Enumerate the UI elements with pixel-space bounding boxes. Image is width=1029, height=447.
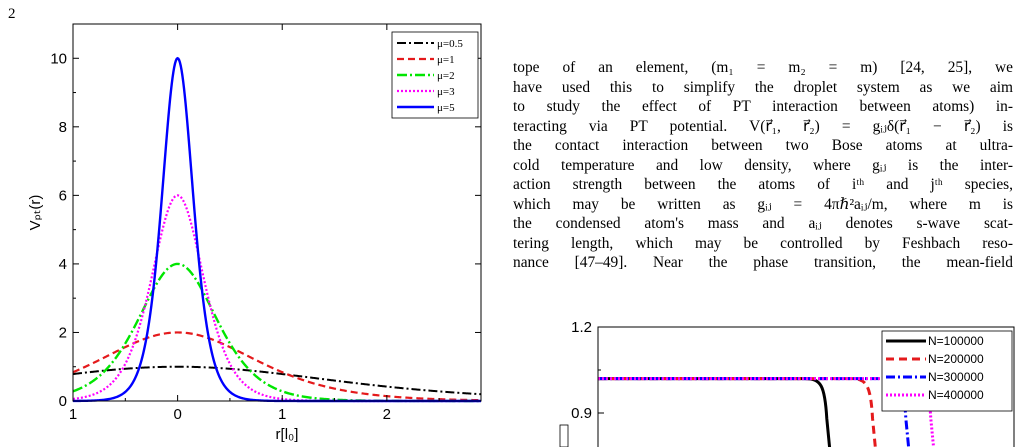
- legend-box: [881, 330, 1013, 412]
- text-line: tering length, which may be controlled b…: [513, 234, 1013, 252]
- legend-label: μ=0.5: [437, 38, 463, 50]
- legend-label: μ=2: [437, 70, 455, 82]
- y-tick-label: 2: [59, 324, 67, 341]
- legend-label: N=400000: [928, 388, 984, 402]
- text-line: the condensed atom's mass and aᵢⱼ denote…: [513, 215, 1013, 232]
- y-tick-label: 8: [59, 119, 67, 136]
- y-tick-label: 6: [59, 187, 67, 204]
- plot-frame: [597, 326, 1015, 447]
- text-line: tope of an element, (m₁ = m₂ = m) [24, 2…: [513, 59, 1013, 76]
- series-line: [598, 377, 832, 447]
- text-line: the contact interaction between two Bose…: [513, 137, 1013, 154]
- text-line: cold temperature and low density, where …: [513, 156, 1013, 174]
- y-tick-label: 10: [50, 50, 67, 67]
- text-line: which may be written as gᵢⱼ = 4πℏ²aᵢⱼ/m,…: [513, 195, 1013, 213]
- legend-label: N=300000: [928, 370, 984, 384]
- text-line: teracting via PT potential. V(r⃗₁, r⃗₂) …: [513, 117, 1013, 135]
- y-axis-label-fragment: [559, 424, 569, 447]
- series-line: [598, 377, 911, 447]
- x-tick-label: 1: [69, 406, 77, 423]
- text-line: nance [47–49]. Near the phase transition…: [513, 254, 1013, 271]
- series-line: [72, 194, 481, 403]
- legend-label: μ=1: [437, 54, 455, 66]
- text-line: action strength between the atoms of iᵗʰ…: [513, 176, 1013, 193]
- x-axis-label: r[l₀]: [276, 426, 299, 443]
- page-number: 2: [8, 6, 16, 22]
- y-tick-label: 0.9: [571, 405, 592, 422]
- legend-label: N=100000: [928, 334, 984, 348]
- y-tick-label: 4: [59, 256, 67, 273]
- y-tick-label: 1.2: [571, 319, 592, 336]
- x-tick-label: 0: [173, 406, 181, 423]
- legend-label: μ=3: [437, 86, 455, 98]
- legend-label: μ=5: [437, 102, 455, 114]
- y-axis-label: Vₚₜ(r): [27, 195, 44, 231]
- text-line: have used this to simplify the droplet s…: [513, 78, 1013, 96]
- legend-label: N=200000: [928, 352, 984, 366]
- plot-frame: [72, 23, 482, 402]
- y-tick-label: 0: [59, 393, 67, 410]
- text-line: to study the effect of PT interaction be…: [513, 98, 1013, 115]
- series-line: [598, 377, 877, 447]
- series-line: [72, 365, 482, 396]
- x-tick-label: 2: [383, 406, 391, 423]
- body-paragraph: tope of an element, (m₁ = m₂ = m) [24, 2…: [513, 58, 1013, 273]
- x-tick-label: 1: [278, 406, 286, 423]
